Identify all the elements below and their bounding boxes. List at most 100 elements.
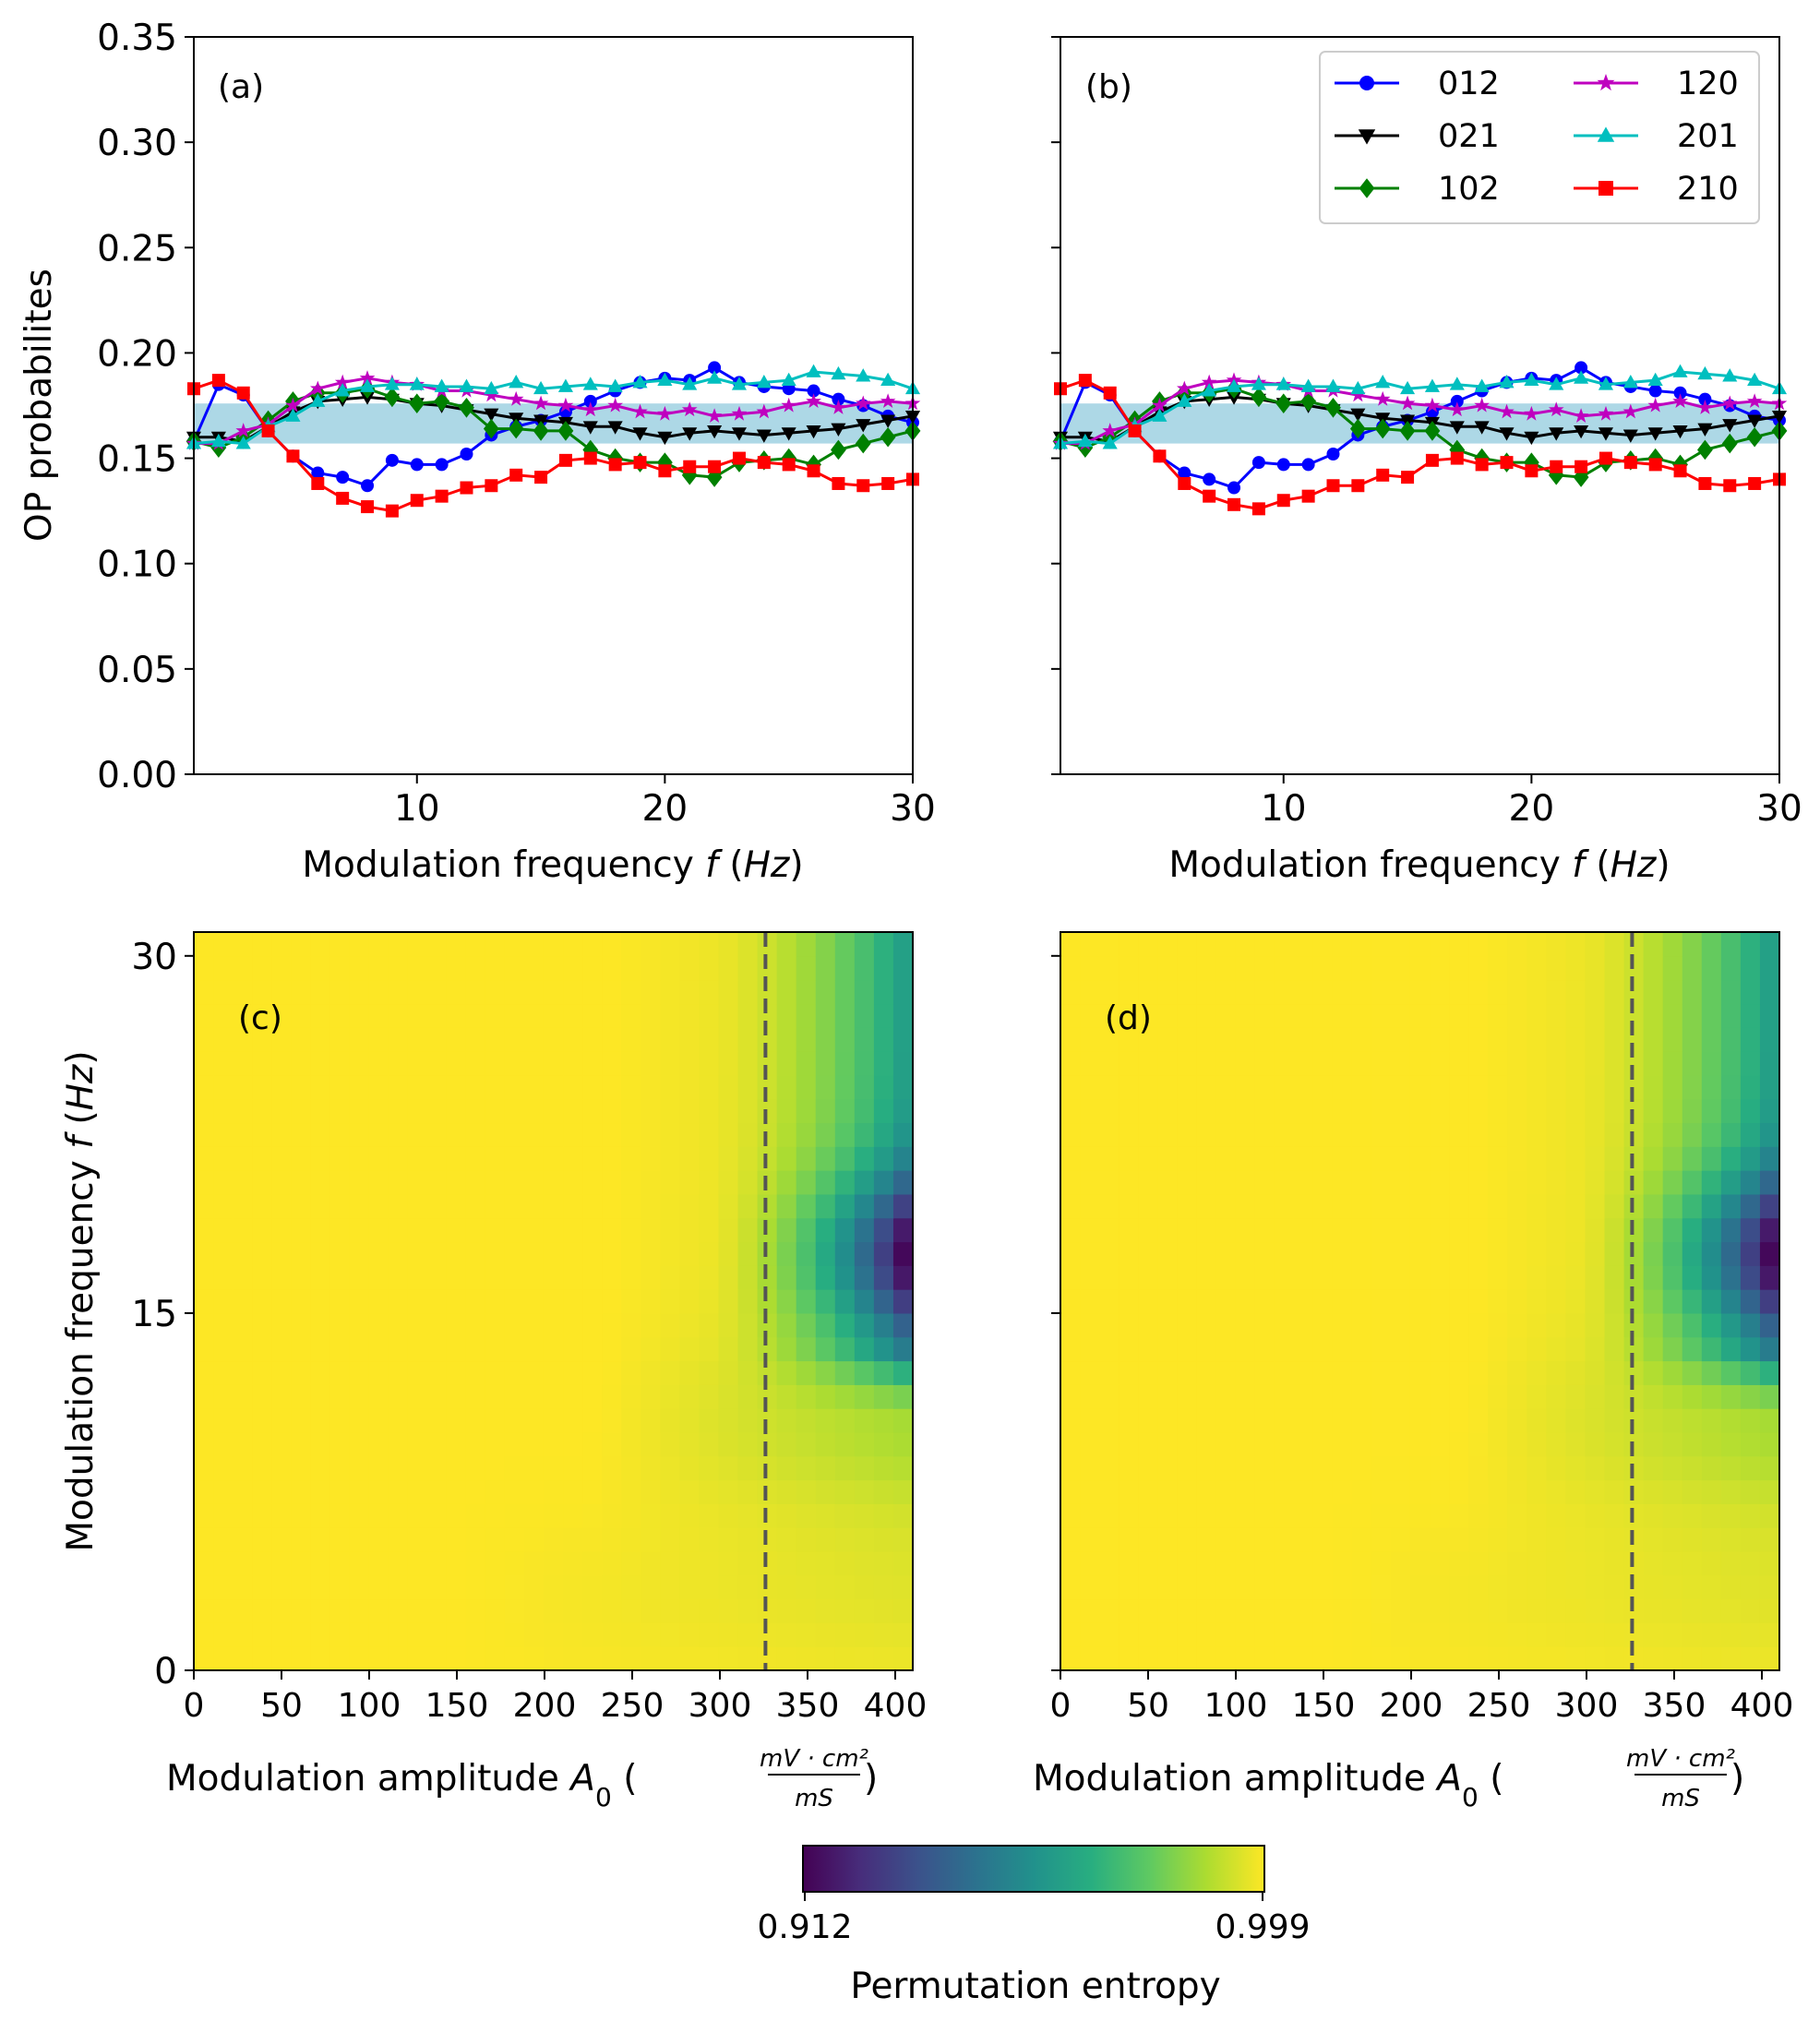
heatmap-cell <box>1332 1431 1353 1457</box>
heatmap-cell <box>602 1217 622 1243</box>
heatmap-cell <box>873 1574 894 1600</box>
heatmap-cell <box>737 955 759 981</box>
heatmap-cell <box>194 1431 214 1457</box>
heatmap-cell <box>873 1408 894 1433</box>
panel-d-frame <box>1060 931 1780 1671</box>
heatmap-cell <box>1701 1027 1722 1052</box>
heatmap-cell <box>1643 1289 1664 1314</box>
heatmap-cell <box>329 1431 351 1457</box>
heatmap-cell <box>1585 1408 1606 1433</box>
heatmap-cell <box>815 1527 836 1552</box>
heatmap-cell <box>892 1503 914 1528</box>
heatmap-cell <box>1235 1074 1256 1100</box>
heatmap-cell <box>310 1170 330 1195</box>
point-120 <box>1598 405 1614 421</box>
heatmap-cell <box>388 1074 409 1100</box>
heatmap-cell <box>1390 1384 1411 1409</box>
heatmap-cell <box>1060 1574 1081 1600</box>
point-102 <box>409 393 425 414</box>
heatmap-cell <box>1351 1027 1372 1052</box>
heatmap-cell <box>699 1027 720 1052</box>
heatmap-cell <box>854 1550 875 1576</box>
heatmap-cell <box>1332 1098 1353 1124</box>
heatmap-cell <box>776 1384 797 1409</box>
heatmap-cell <box>621 1622 641 1647</box>
heatmap-cell <box>1157 979 1178 1005</box>
heatmap-cell <box>1157 1479 1178 1504</box>
heatmap-cell <box>1080 1146 1100 1171</box>
heatmap-cell <box>1527 1170 1547 1195</box>
heatmap-cell <box>1196 932 1217 957</box>
heatmap-cell <box>1507 1241 1527 1266</box>
heatmap-cell <box>407 1550 428 1576</box>
point-210 <box>1748 476 1762 490</box>
heatmap-cell <box>602 1574 622 1600</box>
heatmap-cell <box>776 1360 797 1385</box>
heatmap-cell <box>679 932 700 957</box>
heatmap-cell <box>718 1598 739 1623</box>
heatmap-cell <box>1332 1384 1353 1409</box>
heatmap-cell <box>1720 1384 1742 1409</box>
heatmap-cell <box>1643 955 1664 981</box>
heatmap-cell <box>854 1146 875 1171</box>
heatmap-cell <box>1060 1336 1081 1362</box>
heatmap-cell <box>1507 1146 1527 1171</box>
point-201 <box>1300 378 1316 392</box>
heatmap-cell <box>446 1312 467 1338</box>
heatmap-cell <box>291 979 311 1005</box>
heatmap-cell <box>699 1622 720 1647</box>
point-210 <box>1575 460 1588 473</box>
heatmap-cell <box>252 1027 272 1052</box>
heatmap-cell <box>1274 1646 1295 1671</box>
point-201 <box>756 374 772 389</box>
heatmap-cell <box>368 1622 389 1647</box>
heatmap-cell <box>233 1051 253 1076</box>
heatmap-cell <box>1332 932 1353 957</box>
heatmap-cell <box>1720 1122 1742 1147</box>
heatmap-cell <box>1488 1503 1508 1528</box>
heatmap-cell <box>1138 1193 1158 1219</box>
heatmap-cell <box>329 1479 351 1504</box>
heatmap-cell <box>446 1384 467 1409</box>
panel-d-x-ticks: 0 50 100 150 200 250 300 350 400 <box>1050 1670 1793 1725</box>
heatmap-cell <box>1565 1622 1587 1647</box>
heatmap-cell <box>582 1431 603 1457</box>
heatmap-cell <box>1312 979 1334 1005</box>
heatmap-cell <box>834 1312 856 1338</box>
heatmap-cell <box>1235 1312 1256 1338</box>
heatmap-cell <box>854 1408 875 1433</box>
heatmap-cell <box>446 1098 467 1124</box>
point-210 <box>1376 468 1390 482</box>
x-tick-label: 0 <box>1050 1687 1072 1725</box>
heatmap-cell <box>1701 1455 1722 1481</box>
heatmap-cell <box>1604 1336 1625 1362</box>
heatmap-cell <box>1643 1312 1664 1338</box>
heatmap-cell <box>1701 1550 1722 1576</box>
heatmap-cell <box>660 1527 680 1552</box>
heatmap-cell <box>1254 1479 1275 1504</box>
point-201 <box>459 378 474 392</box>
heatmap-cell <box>776 1003 797 1028</box>
heatmap-cell <box>1235 1336 1256 1362</box>
heatmap-cell <box>1409 932 1431 957</box>
heatmap-cell <box>776 955 797 981</box>
heatmap-cell <box>1468 1289 1489 1314</box>
heatmap-cell <box>388 979 409 1005</box>
heatmap-cell <box>718 1622 739 1647</box>
heatmap-cell <box>1468 1312 1489 1338</box>
panel-c-ylabel: Modulation frequency f (Hz) <box>60 1050 102 1551</box>
heatmap-cell <box>523 1193 545 1219</box>
heatmap-cell <box>1527 1646 1547 1671</box>
heatmap-cell <box>660 1598 680 1623</box>
heatmap-cell <box>1488 1170 1508 1195</box>
heatmap-cell <box>660 932 680 957</box>
heatmap-cell <box>834 932 856 957</box>
heatmap-cell <box>1585 1336 1606 1362</box>
heatmap-cell <box>1430 979 1450 1005</box>
heatmap-cell <box>796 1027 817 1052</box>
point-120 <box>806 393 821 408</box>
heatmap-cell <box>1740 1027 1761 1052</box>
heatmap-cell <box>1449 1003 1469 1028</box>
heatmap-cell <box>1565 1336 1587 1362</box>
